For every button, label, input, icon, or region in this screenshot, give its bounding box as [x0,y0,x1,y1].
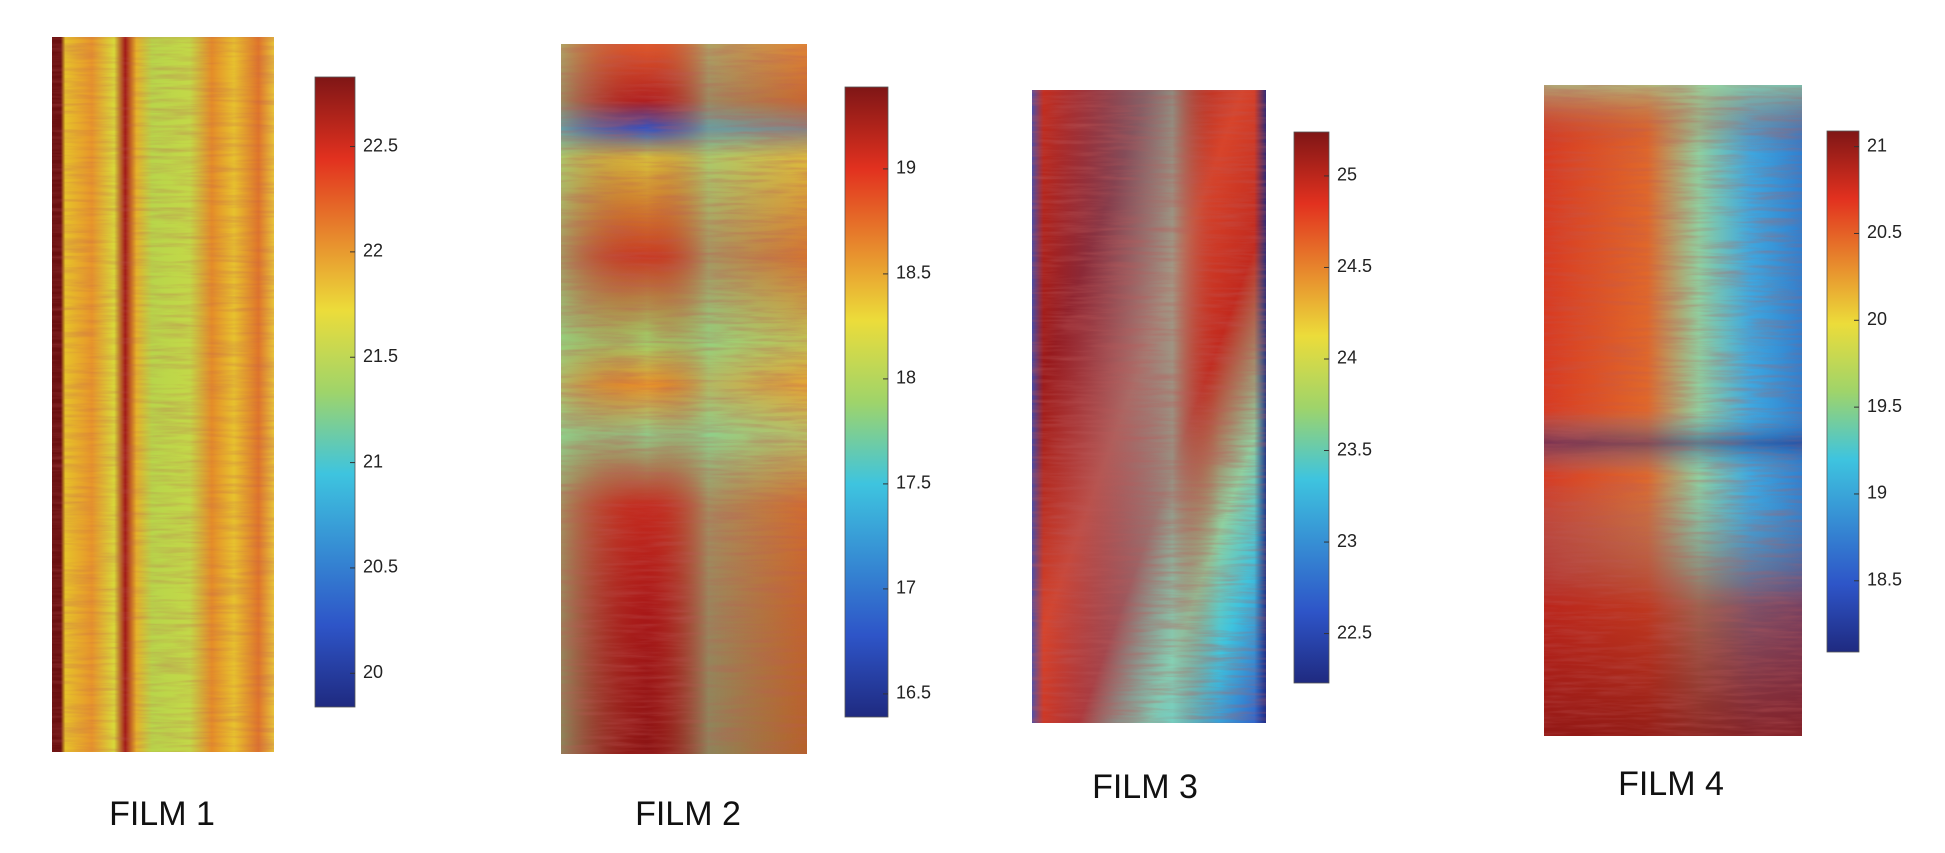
colorbar [1293,131,1330,684]
tick-label: 20 [363,662,383,682]
tick-label: 20.5 [363,557,398,577]
tick-label: 22 [363,241,383,261]
heatmap-images [52,37,1802,754]
tick-label: 17 [896,578,916,598]
tick-label: 18.5 [1867,570,1902,590]
tick-label: 22.5 [363,135,398,155]
film-label: FILM 3 [1092,768,1198,806]
film-label: FILM 4 [1618,765,1724,803]
colorbar [314,76,356,708]
film-label: FILM 1 [109,795,215,833]
colorbar [1826,130,1860,653]
tick-label: 21.5 [363,346,398,366]
tick-label: 24.5 [1337,256,1372,276]
tick-label: 18.5 [896,263,931,283]
film-label: FILM 2 [635,795,741,833]
tick-label: 17.5 [896,473,931,493]
colorbar [844,86,889,718]
heatmap-texture [1032,90,1266,723]
tick-label: 25 [1337,165,1357,185]
tick-label: 18 [896,368,916,388]
tick-label: 19 [1867,483,1887,503]
tick-label: 16.5 [896,683,931,703]
tick-label: 20 [1867,309,1887,329]
tick-label: 23 [1337,531,1357,551]
tick-label: 20.5 [1867,222,1902,242]
tick-label: 24 [1337,348,1357,368]
heatmap-texture [1544,85,1802,736]
tick-label: 19.5 [1867,396,1902,416]
tick-label: 21 [363,451,383,471]
heatmap-texture [561,44,807,754]
tick-label: 23.5 [1337,439,1372,459]
heatmap-texture [52,37,274,752]
tick-label: 21 [1867,135,1887,155]
tick-label: 19 [896,158,916,178]
tick-label: 22.5 [1337,622,1372,642]
